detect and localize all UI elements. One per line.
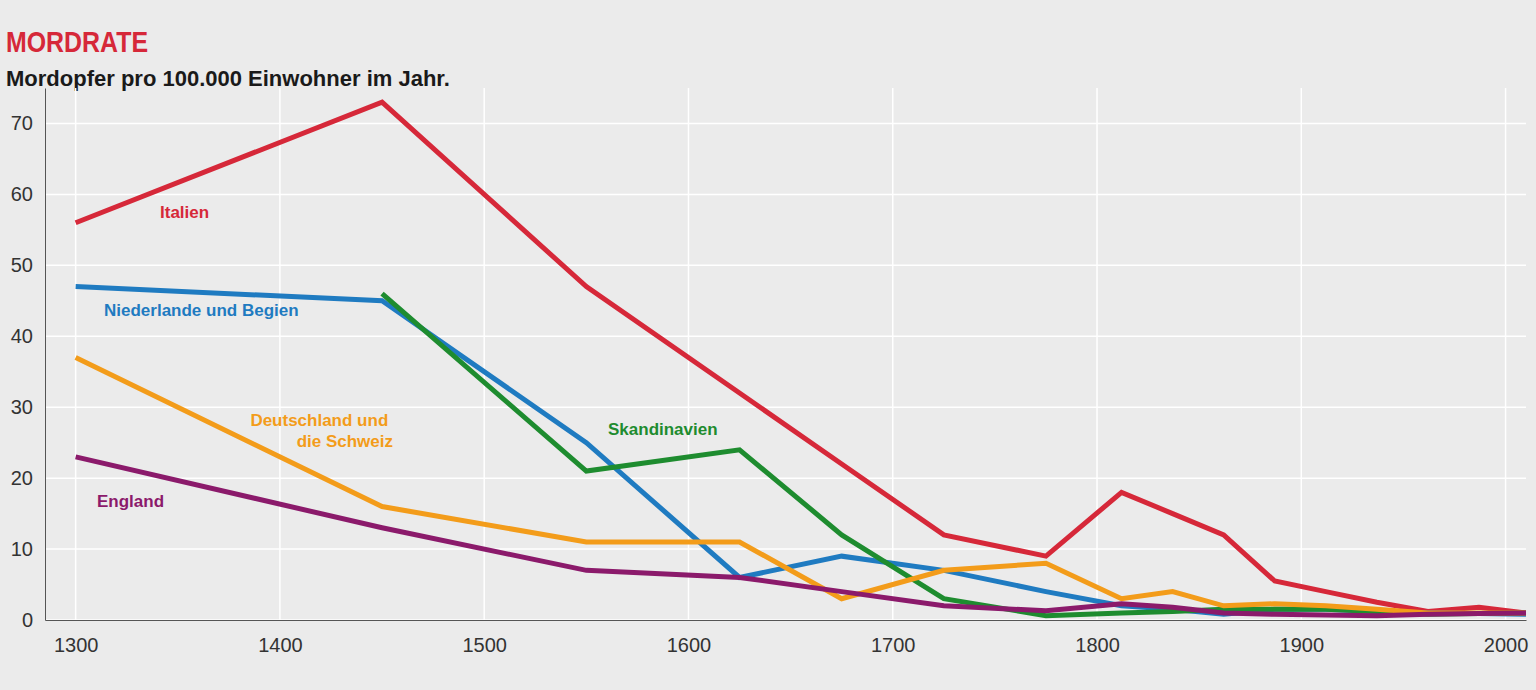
tick: 20 xyxy=(11,467,45,489)
tick-label: 60 xyxy=(11,183,33,205)
tick-label: 1600 xyxy=(667,634,712,656)
grid-line-y xyxy=(45,194,1526,196)
tick-label: 1400 xyxy=(258,634,303,656)
series-label: Deutschland und die Schweiz xyxy=(250,411,393,451)
series-label: England xyxy=(97,492,164,511)
tick-label: 1900 xyxy=(1280,634,1325,656)
tick-label: 30 xyxy=(11,396,33,418)
title: MORDRATE xyxy=(6,25,148,58)
series-label-line: die Schweiz xyxy=(297,432,393,451)
grid-line-x xyxy=(483,88,485,620)
chart: MORDRATE Mordopfer pro 100.000 Einwohner … xyxy=(0,0,1536,690)
series-label: Italien xyxy=(160,203,209,222)
background xyxy=(0,0,1536,690)
series-line xyxy=(76,457,1526,616)
tick-label: 0 xyxy=(22,609,33,631)
tick: 40 xyxy=(11,325,45,347)
tick-label: 50 xyxy=(11,254,33,276)
axis-line xyxy=(46,620,1527,621)
series-labels: Italien Niederlande und Begien Skandinavie… xyxy=(97,203,718,511)
tick: 1300 xyxy=(54,620,99,656)
grid-line-y xyxy=(45,123,1526,125)
series-label: Niederlande und Begien xyxy=(104,301,299,320)
tick-label: 20 xyxy=(11,467,33,489)
grid-line-y xyxy=(45,406,1526,408)
series-label-line: Deutschland und xyxy=(250,411,393,430)
tick: 70 xyxy=(11,112,45,134)
series-line xyxy=(76,287,1526,615)
grid-line-x xyxy=(279,88,281,620)
tick-label: 10 xyxy=(11,538,33,560)
tick: 1800 xyxy=(1075,620,1120,656)
grid xyxy=(45,88,1526,620)
grid-line-y xyxy=(45,548,1526,550)
tick-label: 2000 xyxy=(1484,634,1529,656)
lines xyxy=(76,102,1526,616)
tick-label: 1800 xyxy=(1075,634,1120,656)
grid-line-x xyxy=(1096,88,1098,620)
tick-label: 1300 xyxy=(54,634,99,656)
x-axis: 1300 1400 1500 1600 1700 1800 1900 2000 xyxy=(46,620,1529,656)
tick: 1900 xyxy=(1280,620,1325,656)
series-label: Skandinavien xyxy=(608,420,718,439)
tick: 1600 xyxy=(667,620,712,656)
tick: 1700 xyxy=(871,620,916,656)
subtitle: Mordopfer pro 100.000 Einwohner im Jahr. xyxy=(6,66,450,91)
tick-label: 1500 xyxy=(462,634,507,656)
grid-line-y xyxy=(45,336,1526,338)
tick: 10 xyxy=(11,538,45,560)
tick-label: 70 xyxy=(11,112,33,134)
grid-line-x xyxy=(892,88,894,620)
grid-line-y xyxy=(45,265,1526,267)
series-line xyxy=(76,102,1526,613)
tick-label: 1700 xyxy=(871,634,916,656)
grid-line-x xyxy=(1301,88,1303,620)
grid-line-x xyxy=(75,88,77,620)
grid-line-x xyxy=(1505,88,1507,620)
tick-label: 40 xyxy=(11,325,33,347)
axis-line xyxy=(45,89,46,621)
tick: 2000 xyxy=(1484,620,1529,656)
series-line xyxy=(76,358,1526,613)
grid-line-y xyxy=(45,619,1526,621)
tick: 0 xyxy=(22,609,45,631)
tick: 30 xyxy=(11,396,45,418)
grid-line-y xyxy=(45,477,1526,479)
tick: 60 xyxy=(11,183,45,205)
tick: 1400 xyxy=(258,620,303,656)
tick: 50 xyxy=(11,254,45,276)
y-axis: 0 10 20 30 40 50 60 70 xyxy=(11,89,46,631)
tick: 1500 xyxy=(462,620,507,656)
